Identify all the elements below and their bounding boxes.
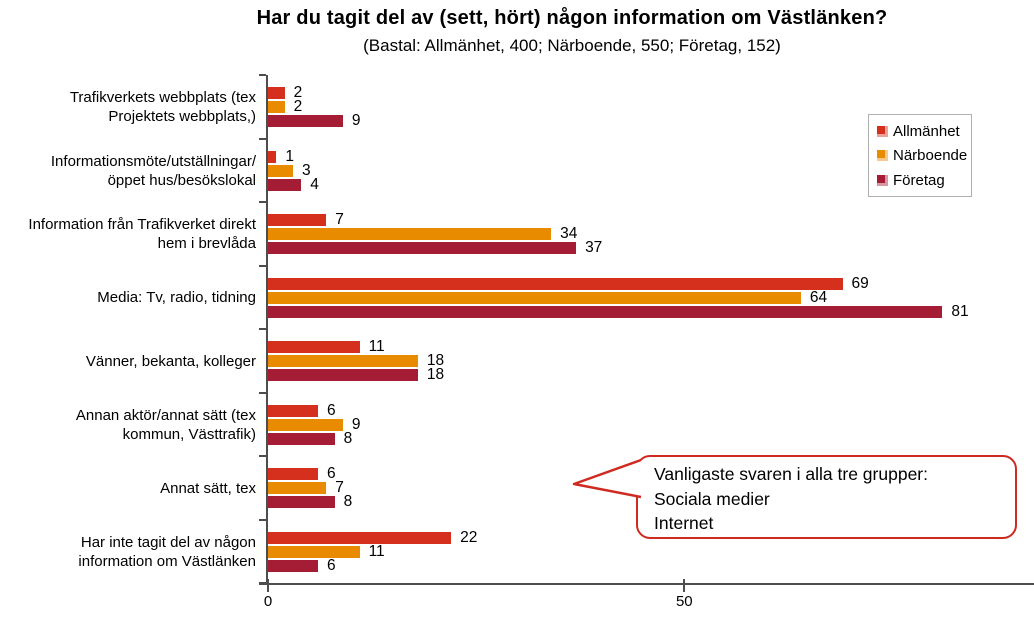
category-label: Trafikverkets webbplats (tex Projektets … <box>69 89 256 125</box>
value-label: 9 <box>351 112 361 129</box>
value-label: 1 <box>285 147 294 165</box>
value-label: 4 <box>310 175 319 193</box>
value-label: 18 <box>426 366 445 383</box>
y-axis-tick <box>259 391 266 394</box>
value-label: 34 <box>560 225 578 242</box>
x-axis-line <box>259 583 1034 585</box>
value-label: 18 <box>426 352 445 369</box>
x-axis-tick <box>683 579 686 592</box>
legend: Allmänhet Närboende Företag <box>868 114 972 197</box>
bar-allmanhet <box>268 214 327 226</box>
callout-box: Vanligaste svaren i alla tre grupper: So… <box>636 455 1017 539</box>
bar-allmanhet <box>268 150 277 163</box>
x-axis-tick <box>267 579 269 592</box>
bar-allmanhet <box>268 468 318 480</box>
chart-title: Har du tagit del av (sett, hört) någon i… <box>256 7 888 29</box>
legend-swatch-icon <box>877 150 888 161</box>
y-axis-tick <box>259 455 266 457</box>
y-axis-tick <box>259 201 266 203</box>
bar-narboende <box>268 164 293 177</box>
value-label: 9 <box>351 415 361 433</box>
legend-label: Närboende <box>893 147 968 164</box>
value-label: 7 <box>335 479 344 496</box>
y-axis-tick <box>259 264 266 267</box>
value-label: 6 <box>326 556 336 574</box>
value-label: 2 <box>293 84 303 101</box>
value-label: 7 <box>335 211 344 228</box>
y-axis-tick <box>259 137 266 140</box>
callout-line: Sociala medier <box>654 488 770 509</box>
x-tick-label: 50 <box>675 593 693 610</box>
y-axis-tick <box>259 518 266 521</box>
legend-swatch-icon <box>877 174 888 186</box>
category-label: Har inte tagit del av någon information … <box>78 533 256 570</box>
value-label: 2 <box>293 98 303 115</box>
value-label: 8 <box>343 493 353 510</box>
legend-label: Allmänhet <box>893 122 960 140</box>
category-label: Informationsmöte/utställningar/ öppet hu… <box>50 152 256 189</box>
value-label: 69 <box>851 274 869 292</box>
legend-label: Företag <box>893 171 945 189</box>
bar-narboende <box>268 418 343 431</box>
bar-foretag <box>268 496 335 508</box>
callout-line: Internet <box>654 513 714 533</box>
bar-narboende <box>268 101 285 113</box>
bar-allmanhet <box>268 277 843 290</box>
category-label: Media: Tv, radio, tidning <box>97 289 256 306</box>
bar-foretag <box>268 305 943 318</box>
category-label: Information från Trafikverket direkt hem… <box>28 216 256 252</box>
callout-line: Vanligaste svaren i alla tre grupper: <box>654 464 928 484</box>
bar-foretag <box>268 369 418 381</box>
bar-foretag <box>268 178 302 191</box>
bar-narboende <box>268 545 360 558</box>
bar-narboende <box>268 228 552 240</box>
bar-allmanhet <box>268 87 285 99</box>
value-label: 6 <box>326 465 336 482</box>
bar-foretag <box>268 115 343 127</box>
y-axis-line <box>266 75 268 585</box>
chart-subtitle: (Bastal: Allmänhet, 400; Närboende, 550;… <box>363 36 781 55</box>
legend-swatch-icon <box>877 125 888 137</box>
value-label: 6 <box>326 401 336 419</box>
bar-narboende <box>268 355 418 367</box>
category-label: Vänner, bekanta, kolleger <box>85 352 256 370</box>
bar-allmanhet <box>268 531 452 544</box>
value-label: 81 <box>951 302 969 320</box>
value-label: 64 <box>809 288 828 306</box>
legend-entry-allmanhet: Allmänhet <box>877 123 971 140</box>
bar-foretag <box>268 242 577 254</box>
bar-foretag <box>268 432 335 445</box>
bar-allmanhet <box>268 404 318 417</box>
legend-entry-narboende: Närboende <box>877 147 971 164</box>
bar-narboende <box>268 482 327 494</box>
value-label: 37 <box>585 239 603 256</box>
bar-narboende <box>268 291 801 304</box>
y-axis-tick <box>259 74 266 76</box>
value-label: 11 <box>368 542 385 560</box>
value-label: 8 <box>343 429 353 447</box>
value-label: 3 <box>301 161 311 179</box>
legend-entry-foretag: Företag <box>877 172 971 189</box>
value-label: 22 <box>460 528 478 546</box>
x-tick-label: 0 <box>263 593 273 610</box>
category-label: Annat sätt, tex <box>160 479 256 497</box>
value-label: 11 <box>368 338 385 355</box>
bar-foretag <box>268 559 318 572</box>
category-label: Annan aktör/annat sätt (tex kommun, Väst… <box>75 406 256 443</box>
y-axis-tick <box>259 328 266 330</box>
bar-allmanhet <box>268 341 360 353</box>
